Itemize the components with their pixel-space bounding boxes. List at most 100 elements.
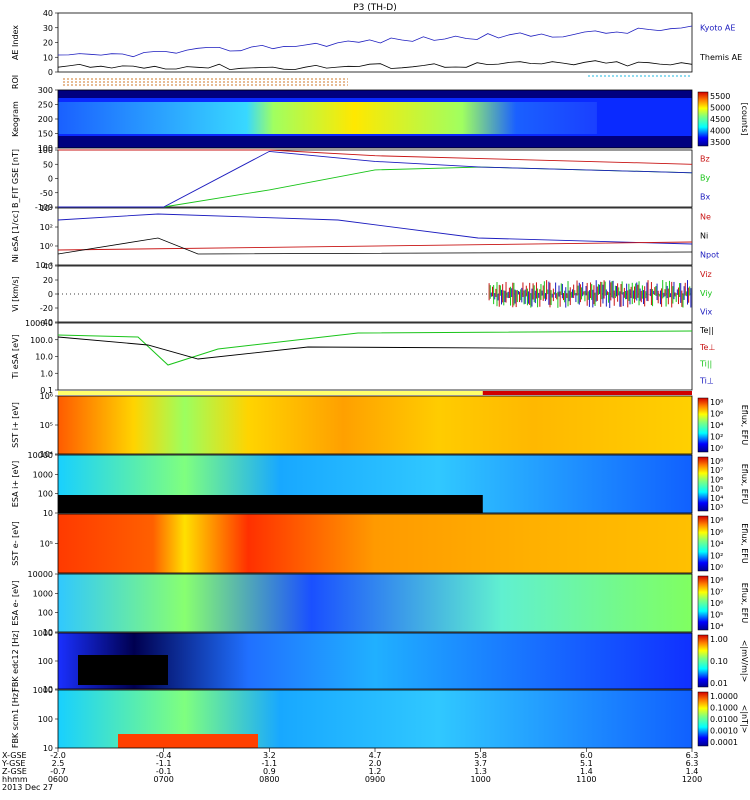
keogram-colorbar-tick: 4000 <box>710 127 730 136</box>
sst_i-colorbar <box>697 397 709 453</box>
mode-bar-slow <box>58 391 483 395</box>
xaxis-value: 0.9 <box>263 767 276 776</box>
xaxis-value: 1100 <box>576 775 596 784</box>
xaxis-value: 1.4 <box>686 767 699 776</box>
esa_e-colorbar-tick: 10⁴ <box>710 622 723 631</box>
bfit-legend-item: By <box>700 173 710 182</box>
sst_i-colorbar-label: Eflux, EFU <box>740 405 749 446</box>
esa_i-ytick-label: 10 <box>43 509 53 518</box>
esa_i-ytick-label: 10000 <box>28 451 53 460</box>
temperature-legend-item: Ti⊥ <box>699 376 714 385</box>
bfit-series-0 <box>58 149 693 165</box>
fbk_e-colorbar-tick: 0.10 <box>710 657 728 666</box>
esa_i-colorbar <box>697 456 709 512</box>
fbk_b-colorbar-tick: 0.0100 <box>710 715 738 724</box>
fbk_e-colorbar-tick: 0.01 <box>710 679 728 688</box>
keogram-top <box>58 90 692 98</box>
temperature-ytick-label: 100.0 <box>30 336 53 345</box>
density-ytick-label: 10² <box>40 223 53 232</box>
bfit-frame <box>57 149 693 208</box>
xaxis-value: 1.3 <box>474 767 487 776</box>
fbk_b-ytick-label: 10 <box>43 744 53 753</box>
keogram-ytick-label: 100 <box>38 144 53 153</box>
fbk_e-ytick-label: 10 <box>43 685 53 694</box>
keogram-ytick-label: 300 <box>38 86 53 95</box>
xaxis-value: 0700 <box>153 775 173 784</box>
density-ne <box>57 241 693 251</box>
bfit-ytick-label: 50 <box>43 160 53 169</box>
plot-title: P3 (TH-D) <box>353 3 396 13</box>
xaxis-value: 5.8 <box>474 751 487 760</box>
ae-ytick-label: 0 <box>48 68 53 77</box>
esa_e-ytick-label: 1000 <box>33 589 53 598</box>
sst_i-colorbar-tick: 10⁴ <box>710 421 723 430</box>
velocity-ytick-label: 20 <box>43 276 53 285</box>
fbk_b-colorbar-tick: 1.0000 <box>710 692 738 701</box>
temperature-ytick-label: 1.0 <box>40 369 53 378</box>
fbk_b-colorbar-tick: 0.1000 <box>710 704 738 713</box>
ae-ylabel: AE Index <box>11 25 20 60</box>
keogram-colorbar-tick: 3500 <box>710 138 730 147</box>
fbk_b-ylabel: FBK scm1 [Hz] <box>11 690 20 748</box>
ae-ytick-label: 30 <box>43 24 53 33</box>
esa-i-noise <box>58 495 483 513</box>
esa_e-colorbar-tick: 10⁶ <box>710 599 723 608</box>
temperature-ytick-label: 10.0 <box>35 353 53 362</box>
keogram-bottom <box>58 136 692 148</box>
ae-legend-item: Themis AE <box>699 53 742 62</box>
keogram-colorbar-tick: 5500 <box>710 92 730 101</box>
esa_i-colorbar-tick: 10⁸ <box>710 457 723 466</box>
esa_e-ytick-label: 10000 <box>28 570 53 579</box>
fbk-e-dark <box>78 655 168 685</box>
temp-te <box>57 336 693 360</box>
ae-ytick-label: 20 <box>43 39 53 48</box>
temperature-legend-item: Ti|| <box>699 360 712 369</box>
density-ytick-label: 10⁻² <box>35 261 53 270</box>
bfit-series-1 <box>58 166 693 208</box>
esa_i-colorbar-tick: 10⁵ <box>710 485 723 494</box>
xaxis-row-label: 2013 Dec 27 <box>2 783 53 792</box>
sst_i-heatmap <box>58 396 692 454</box>
xaxis-value: 2.0 <box>369 759 382 768</box>
bfit-legend-item: Bz <box>700 154 710 163</box>
sst_e-colorbar-label: Eflux, EFU <box>740 523 749 564</box>
density-ni <box>57 213 693 245</box>
keogram-colorbar-tick: 5000 <box>710 104 730 113</box>
xaxis-value: 6.3 <box>686 759 699 768</box>
ae-ytick-label: 10 <box>43 53 53 62</box>
density-ylabel: Ni eSA [1/cc] <box>11 211 20 263</box>
esa_e-colorbar-label: Eflux, EFU <box>740 583 749 624</box>
xaxis-value: 5.1 <box>580 759 593 768</box>
density-ytick-label: 10⁴ <box>40 204 53 213</box>
sst_i-colorbar-tick: 10² <box>710 433 723 442</box>
velocity-ytick-label: -40 <box>40 318 53 327</box>
keogram-colorbar-tick: 4500 <box>710 115 730 124</box>
sst_e-colorbar-tick: 10⁸ <box>710 516 723 525</box>
density-legend-item: Ni <box>700 231 708 240</box>
sst_i-ytick-label: 10⁶ <box>40 392 53 401</box>
sst_i-ylabel: SST i+ [eV] <box>11 402 20 448</box>
esa_e-frame <box>57 573 693 633</box>
velocity-ytick-label: -20 <box>40 304 53 313</box>
keogram-ytick-label: 200 <box>38 115 53 124</box>
xaxis-value: 0600 <box>48 775 68 784</box>
ae-series-0 <box>57 25 693 58</box>
esa_e-colorbar-tick: 10⁸ <box>710 576 723 585</box>
xaxis-row-label: X-GSE <box>2 751 27 760</box>
xaxis-value: 3.2 <box>263 751 276 760</box>
xaxis-value: -1.1 <box>156 759 172 768</box>
esa_i-colorbar-tick: 10⁴ <box>710 494 723 503</box>
velocity-ylabel: Vi [km/s] <box>11 276 20 312</box>
density-legend-item: Npot <box>700 250 719 259</box>
keogram-ylabel: Keogram <box>11 101 20 137</box>
fbk_b-colorbar-tick: 0.0001 <box>710 738 738 747</box>
sst_e-ylabel: SST e- [eV] <box>11 521 20 566</box>
esa_e-colorbar <box>697 575 709 631</box>
xaxis-value: 2.5 <box>52 759 65 768</box>
velocity-legend-item: Vix <box>700 308 713 317</box>
bfit-ytick-label: -100 <box>35 203 53 212</box>
bfit-ytick-label: -50 <box>40 189 53 198</box>
keogram-band <box>58 102 597 134</box>
